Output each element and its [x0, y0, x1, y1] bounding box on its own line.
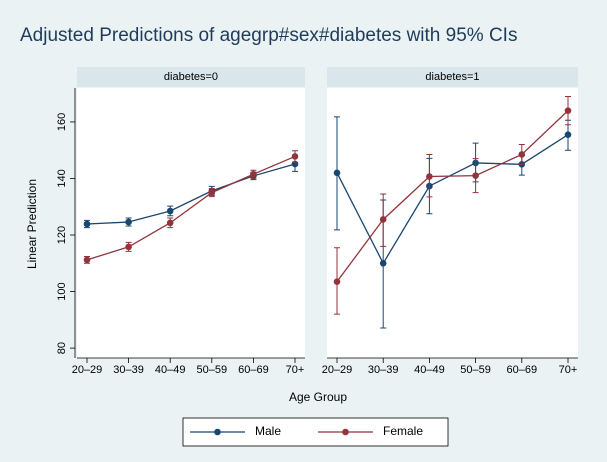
point [250, 170, 257, 178]
panel-header [327, 67, 578, 87]
chart-title: Adjusted Predictions of agegrp#sex#diabe… [20, 25, 517, 46]
point [472, 172, 479, 179]
point [379, 259, 387, 267]
point [83, 220, 91, 228]
point [208, 189, 216, 196]
point [166, 207, 174, 215]
x-axis-label: Age Group [289, 390, 347, 404]
point [166, 219, 174, 227]
x-tick-label: 20–29 [322, 364, 353, 376]
point [564, 131, 572, 138]
x-tick-label: 70+ [559, 364, 578, 376]
x-tick-label: 20–29 [72, 364, 103, 376]
point [333, 169, 341, 177]
panel-title: diabetes=0 [164, 71, 218, 83]
point [518, 151, 526, 158]
point [333, 278, 341, 285]
x-tick-label: 30–39 [113, 364, 144, 376]
series-line [336, 110, 569, 283]
panel-header [77, 67, 305, 87]
x-tick-label: 60–69 [507, 364, 538, 376]
legend-label: Male [255, 424, 281, 438]
point [379, 216, 387, 223]
point [291, 153, 299, 160]
y-tick-label: 160 [56, 113, 68, 131]
panel-title: diabetes=1 [425, 71, 479, 83]
legend-marker [214, 428, 221, 436]
series-line [336, 134, 569, 265]
legend-label: Female [383, 424, 423, 438]
series-line [86, 155, 296, 261]
point [125, 243, 132, 251]
series-line [86, 163, 296, 225]
point [564, 107, 572, 114]
y-tick-label: 100 [56, 282, 68, 300]
x-tick-label: 40–49 [155, 364, 186, 376]
x-tick-label: 50–59 [460, 364, 491, 376]
y-tick-label: 120 [56, 226, 68, 244]
point [83, 256, 91, 264]
x-tick-label: 50–59 [197, 364, 228, 376]
plot-area [327, 88, 578, 358]
x-tick-label: 70+ [286, 364, 305, 376]
y-tick-label: 140 [56, 169, 68, 187]
x-tick-label: 40–49 [414, 364, 445, 376]
y-tick-label: 80 [56, 342, 68, 354]
legend-marker [342, 428, 349, 436]
x-tick-label: 60–69 [238, 364, 269, 376]
point [426, 173, 433, 180]
point [125, 218, 132, 226]
x-tick-label: 30–39 [368, 364, 399, 376]
y-axis-label: Linear Prediction [25, 179, 39, 269]
